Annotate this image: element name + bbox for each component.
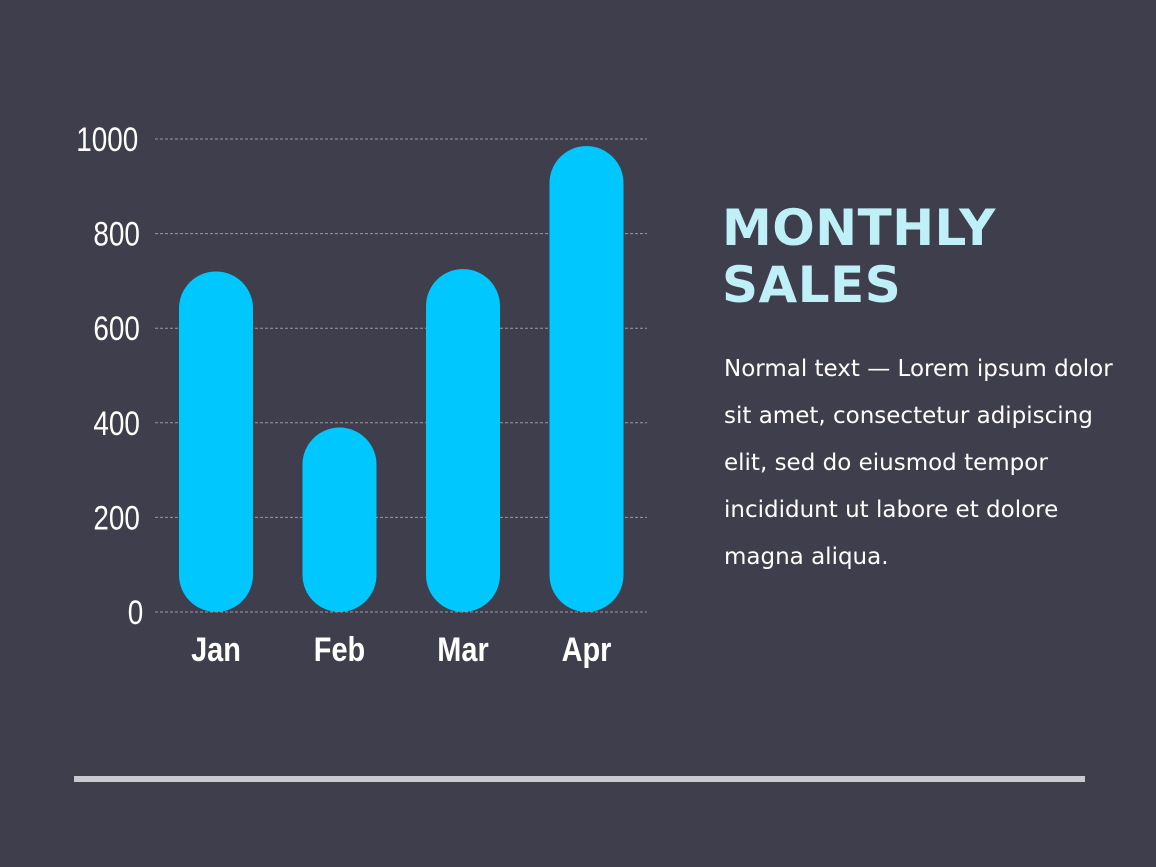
x-category-label: Feb [314,630,365,669]
x-axis-category-labels: Jan Feb Mar Apr [191,630,611,669]
description-text: Normal text — Lorem ipsum dolor sit amet… [724,356,1113,570]
bar-feb [302,427,377,612]
footer-divider [74,776,1085,782]
title-line-2: SALES [722,256,902,314]
y-tick-label: 400 [93,404,140,442]
y-axis-tick-labels: 0 200 400 600 800 1000 [76,120,143,631]
y-tick-label: 800 [93,215,140,253]
x-category-label: Jan [191,630,241,669]
x-category-label: Mar [437,630,488,669]
bar-apr [549,146,624,612]
title-line-1: MONTHLY [722,199,996,257]
bar-chart: 0 200 400 600 800 1000 Jan Feb Mar Apr [76,120,647,669]
bars [179,146,624,612]
bar-jan [179,271,253,612]
y-tick-label: 600 [93,310,140,348]
chart-title: MONTHLY SALES [722,200,1122,314]
x-category-label: Apr [562,630,612,669]
y-tick-label: 0 [128,593,144,631]
bar-mar [426,269,500,612]
y-tick-label: 1000 [76,120,138,158]
y-tick-label: 200 [93,499,140,537]
